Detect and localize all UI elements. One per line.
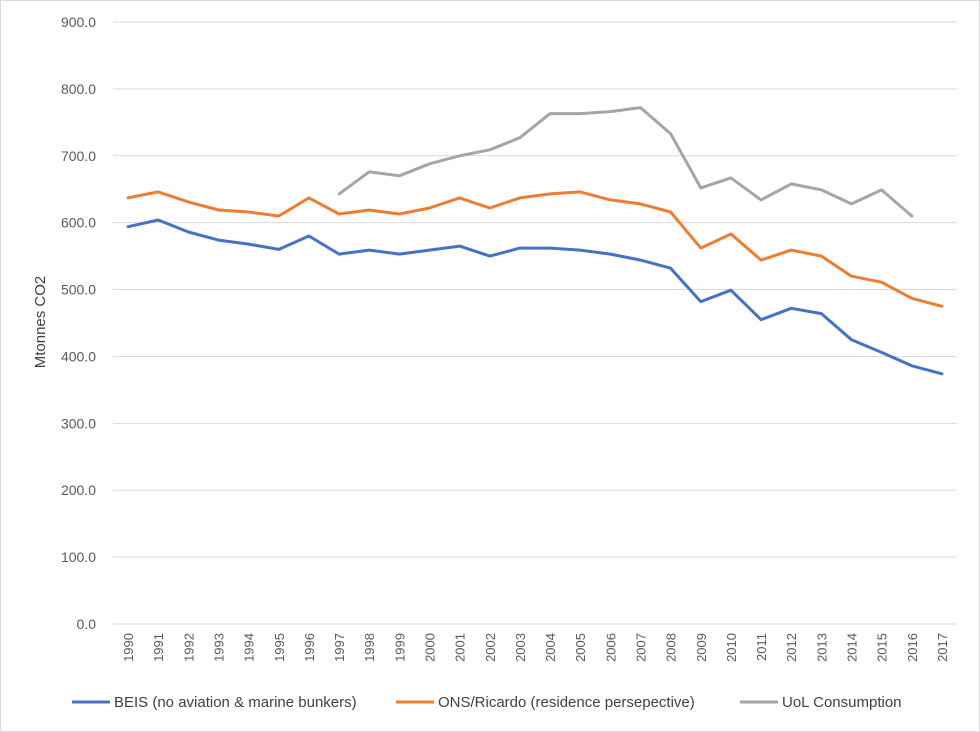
x-tick-label: 2013 <box>814 633 829 662</box>
x-tick-label: 2003 <box>513 633 528 662</box>
x-tick-label: 2017 <box>935 633 950 662</box>
series-line-3 <box>337 106 914 218</box>
x-tick-label: 1992 <box>181 633 196 662</box>
y-tick-label: 100.0 <box>61 549 96 565</box>
x-tick-label: 1991 <box>151 633 166 662</box>
x-tick-label: 2010 <box>724 633 739 662</box>
x-tick-label: 2004 <box>543 633 558 662</box>
x-tick-label: 1997 <box>332 633 347 662</box>
x-tick-label: 2002 <box>483 633 498 662</box>
y-tick-label: 500.0 <box>61 282 96 298</box>
y-axis-title: Mtonnes CO2 <box>32 276 49 369</box>
x-tick-label: 2006 <box>603 633 618 662</box>
x-tick-label: 1990 <box>121 633 136 662</box>
y-tick-label: 700.0 <box>61 148 96 164</box>
y-tick-label: 0.0 <box>77 616 97 632</box>
y-tick-label: 600.0 <box>61 215 96 231</box>
legend-label: ONS/Ricardo (residence persepective) <box>438 694 695 711</box>
y-tick-label: 300.0 <box>61 415 96 431</box>
y-tick-label: 200.0 <box>61 482 96 498</box>
x-tick-label: 2008 <box>664 633 679 662</box>
y-tick-label: 900.0 <box>61 14 96 30</box>
x-tick-label: 2011 <box>754 633 769 661</box>
x-tick-label: 2001 <box>453 633 468 662</box>
x-tick-label: 2005 <box>573 633 588 662</box>
x-tick-label: 2009 <box>694 633 709 662</box>
x-tick-label: 2014 <box>845 633 860 662</box>
gridlines <box>113 21 957 558</box>
x-tick-label: 1996 <box>302 633 317 662</box>
x-tick-label: 1998 <box>362 633 377 662</box>
y-tick-label: 400.0 <box>61 348 96 364</box>
x-tick-label: 2007 <box>634 633 649 662</box>
series-lines <box>126 106 944 376</box>
x-tick-label: 1999 <box>392 633 407 662</box>
y-tick-label: 800.0 <box>61 81 96 97</box>
x-tick-label: 1995 <box>272 633 287 662</box>
x-tick-label: 2015 <box>875 633 890 662</box>
legend-label: BEIS (no aviation & marine bunkers) <box>114 694 357 711</box>
legend: BEIS (no aviation & marine bunkers) ONS/R… <box>72 694 902 711</box>
y-axis-ticks: 0.0 100.0 200.0 300.0 400.0 500.0 600.0 700.0 80… <box>61 14 96 632</box>
x-tick-label: 1993 <box>212 633 227 662</box>
x-tick-label: 2012 <box>784 633 799 662</box>
x-tick-label: 2016 <box>905 633 920 662</box>
series-line-2 <box>126 190 944 308</box>
x-tick-label: 1994 <box>242 633 257 662</box>
x-tick-label: 2000 <box>423 633 438 662</box>
x-axis-ticks: 1990 1991 1992 1993 1994 1995 1996 1997 1998 1999… <box>121 633 950 662</box>
legend-label: UoL Consumption <box>782 694 902 711</box>
series-line-1 <box>126 218 944 376</box>
